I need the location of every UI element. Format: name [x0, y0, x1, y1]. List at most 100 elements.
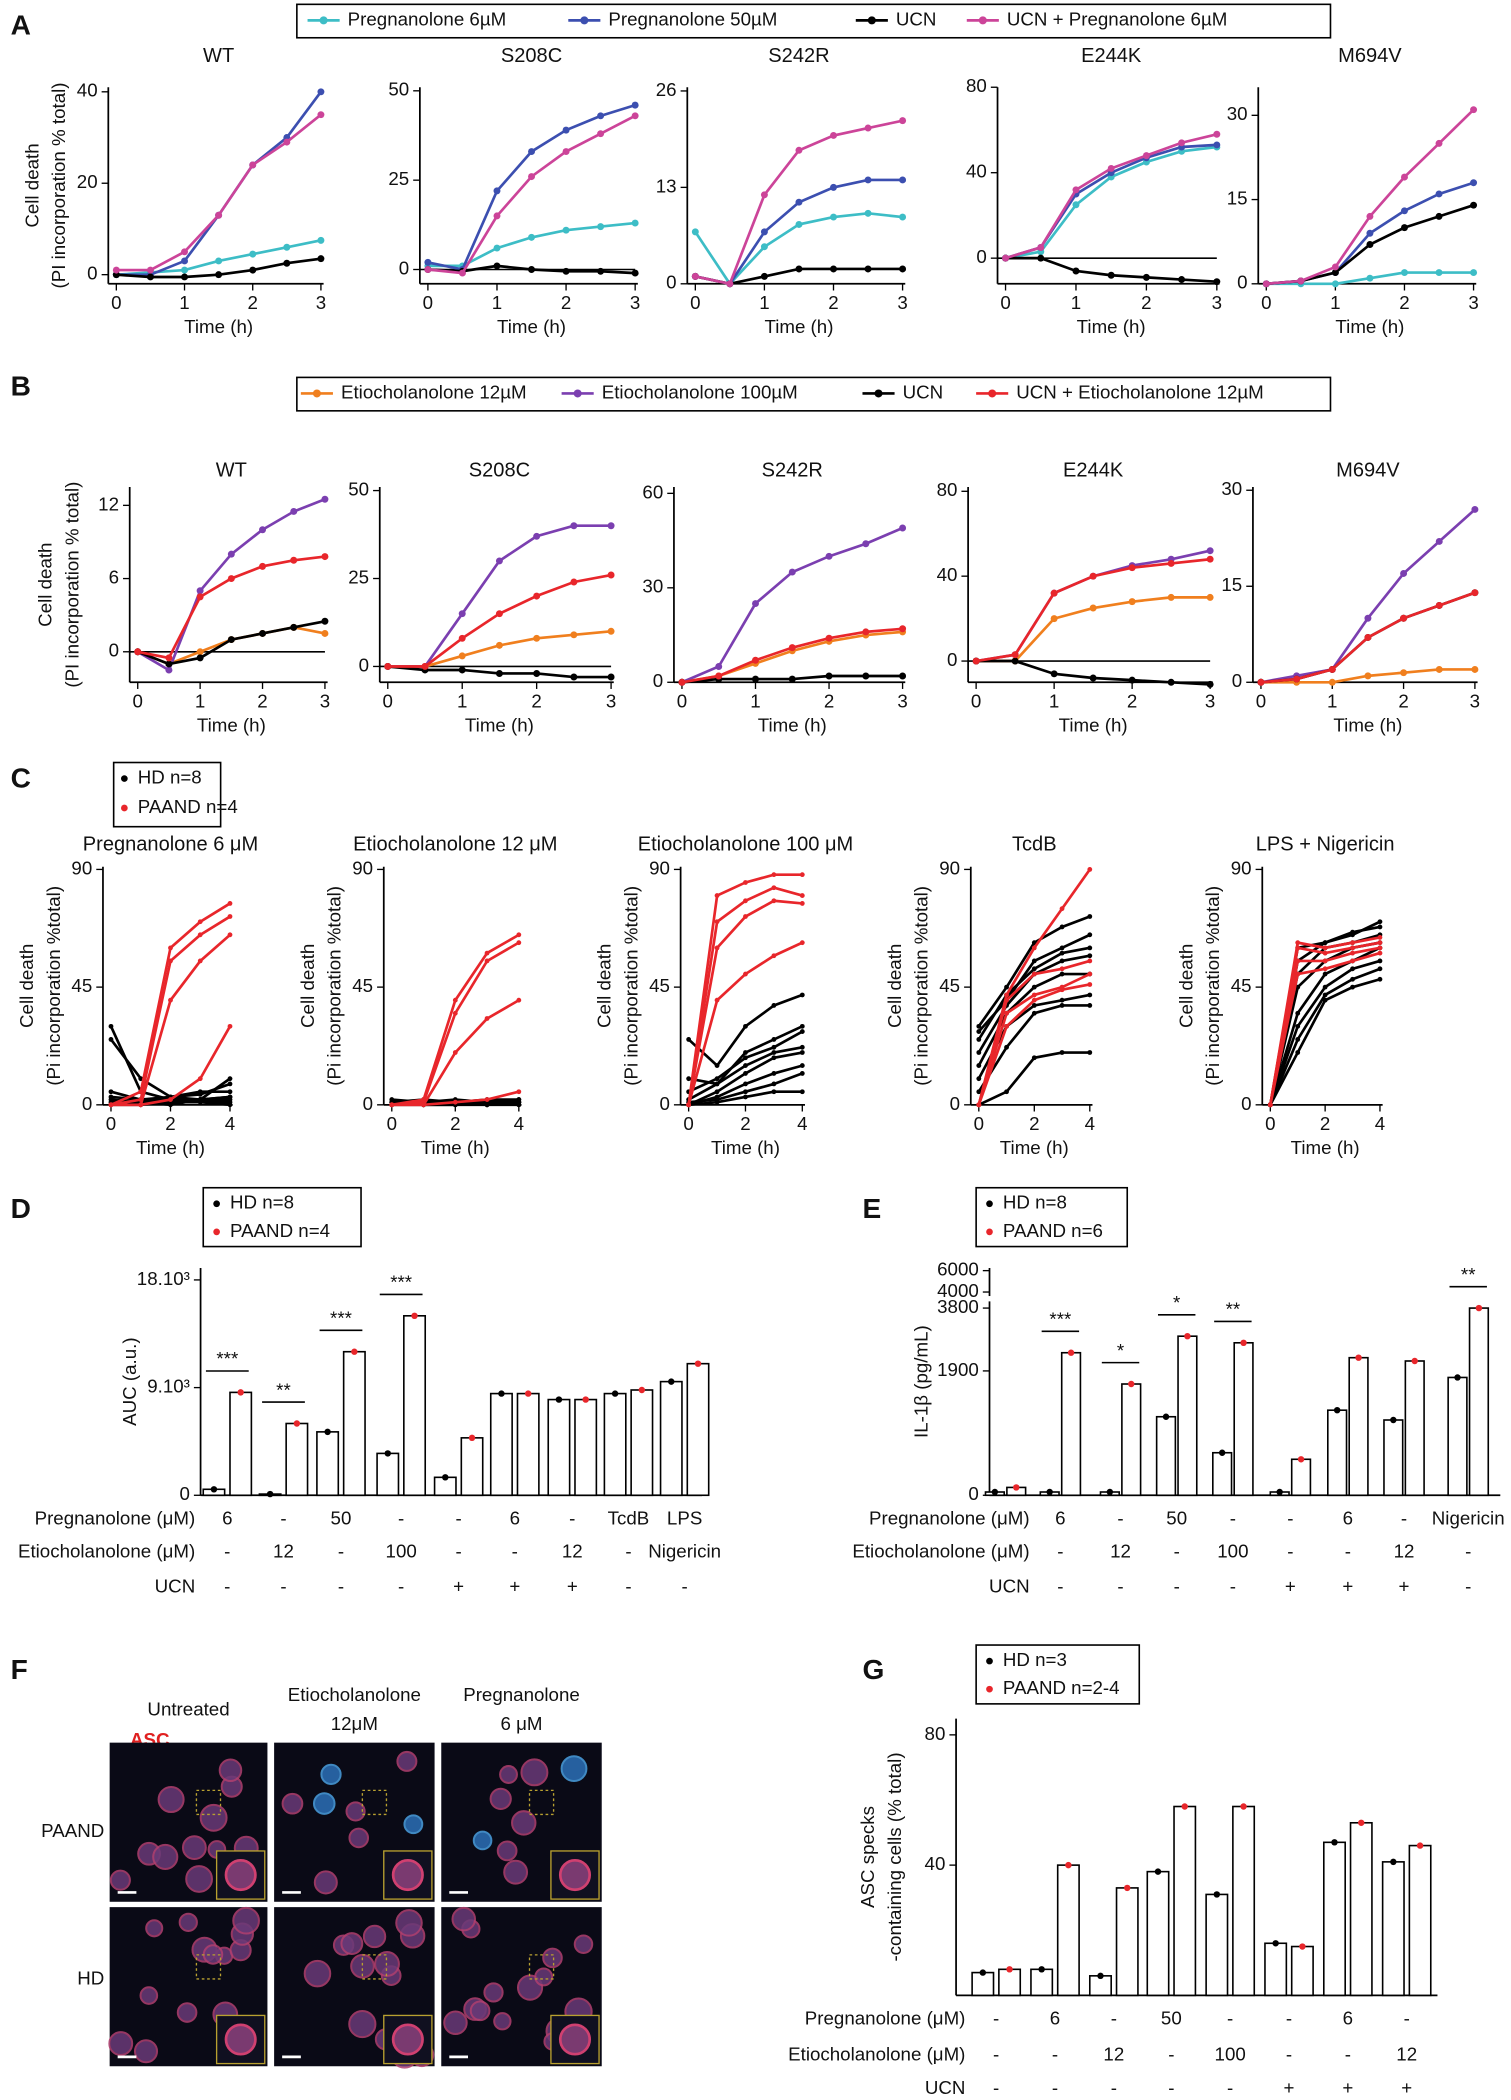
condition-value: - — [1286, 2007, 1292, 2028]
x-tick-label: 4 — [797, 1113, 807, 1134]
series-line — [977, 915, 1091, 1028]
bar-dot — [1331, 1839, 1338, 1846]
data-point — [1366, 212, 1374, 220]
data-point — [227, 575, 235, 583]
data-point — [1059, 971, 1065, 977]
data-point — [1089, 572, 1097, 580]
data-point — [825, 634, 833, 642]
legend-swatch — [986, 1685, 993, 1693]
data-point — [743, 971, 748, 977]
data-point — [1322, 971, 1328, 977]
data-point — [458, 269, 466, 277]
cell — [483, 1982, 504, 2003]
bar — [1468, 1307, 1490, 1497]
data-point — [1004, 1010, 1009, 1016]
data-point — [452, 997, 458, 1003]
x-tick-label: 2 — [450, 1113, 460, 1134]
condition-value: 6 — [510, 1507, 520, 1528]
data-point — [1031, 971, 1037, 977]
condition-value: - — [1287, 1507, 1293, 1528]
cell — [199, 1803, 228, 1832]
y-axis-label: Cell death — [297, 944, 318, 1028]
data-point — [181, 266, 189, 274]
x-tick-label: 2 — [1127, 690, 1137, 711]
y-axis-label: Cell death — [16, 944, 37, 1028]
y-tick-label: 3800 — [937, 1296, 979, 1317]
y-axis-label: AUC (a.u.) — [119, 1337, 140, 1425]
data-point — [181, 257, 189, 265]
panel-title: Etiocholanolone 100 μM — [638, 834, 854, 856]
y-tick-label: 20 — [77, 171, 98, 192]
y-tick-label: 80 — [925, 1723, 946, 1744]
data-point — [1059, 945, 1065, 951]
data-point — [864, 265, 872, 273]
panel-label: C — [11, 762, 31, 793]
significance-label: ** — [1461, 1264, 1476, 1285]
data-point — [899, 524, 907, 532]
data-point — [283, 259, 291, 267]
data-point — [752, 656, 759, 664]
condition-value: - — [1345, 1541, 1351, 1562]
data-point — [1322, 966, 1328, 972]
y-axis-label: (PI incorporation % total) — [48, 83, 69, 289]
data-point — [743, 1055, 748, 1061]
data-point — [686, 1076, 692, 1082]
condition-value: - — [1230, 1507, 1236, 1528]
x-tick-label: 3 — [606, 690, 616, 711]
y-axis-label: ASC specks — [857, 1806, 878, 1908]
data-point — [1037, 254, 1045, 262]
y-tick-label: 13 — [656, 175, 677, 196]
data-point — [1470, 269, 1478, 277]
data-point — [1350, 984, 1355, 990]
legend-box — [202, 1186, 362, 1248]
data-point — [562, 267, 570, 275]
bar — [1146, 1870, 1170, 1997]
data-point — [825, 672, 833, 680]
condition-value: 50 — [1161, 2007, 1182, 2028]
bar-dot — [1299, 1943, 1306, 1950]
cell — [108, 2031, 134, 2056]
data-point — [1366, 241, 1374, 248]
data-point — [458, 666, 466, 674]
bar-dot — [1128, 1380, 1135, 1388]
data-point — [168, 958, 173, 964]
data-point — [533, 532, 541, 540]
data-point — [686, 1102, 692, 1108]
data-point — [1328, 678, 1336, 686]
data-point — [227, 1094, 233, 1100]
cell — [340, 1932, 364, 1956]
data-point — [1004, 997, 1009, 1003]
data-point — [1377, 976, 1383, 982]
data-point — [290, 507, 298, 515]
y-tick-label: 40 — [925, 1853, 946, 1874]
data-point — [112, 266, 120, 274]
y-axis-label: (Pi incorporation %total) — [1202, 886, 1223, 1086]
condition-value: 12 — [273, 1541, 294, 1562]
x-tick-label: 3 — [1212, 292, 1222, 313]
roi — [195, 1954, 222, 1980]
y-tick-label: 90 — [1231, 857, 1252, 878]
data-point — [899, 625, 907, 633]
x-tick-label: 0 — [683, 1113, 693, 1134]
data-point — [1322, 945, 1328, 951]
x-axis-label: Time (h) — [1333, 714, 1402, 735]
legend-label: PAAND n=6 — [1003, 1220, 1103, 1241]
data-point — [799, 992, 805, 998]
data-point — [533, 670, 541, 677]
data-point — [1031, 992, 1037, 998]
cell — [403, 1814, 424, 1835]
data-point — [227, 932, 233, 938]
y-tick-label: 45 — [939, 975, 960, 996]
data-point — [516, 940, 522, 946]
y-axis-label: IL-1β (pg/mL) — [911, 1325, 932, 1438]
legend-swatch — [867, 16, 876, 25]
condition-label: Etiocholanolone (μM) — [852, 1541, 1029, 1562]
cell — [451, 1906, 477, 1932]
data-point — [458, 652, 466, 660]
bar — [1264, 1942, 1288, 1997]
bar — [1155, 1415, 1177, 1497]
bar — [1233, 1342, 1254, 1497]
condition-label: UCN — [155, 1575, 196, 1596]
data-point — [452, 1099, 458, 1105]
data-point — [597, 267, 605, 275]
